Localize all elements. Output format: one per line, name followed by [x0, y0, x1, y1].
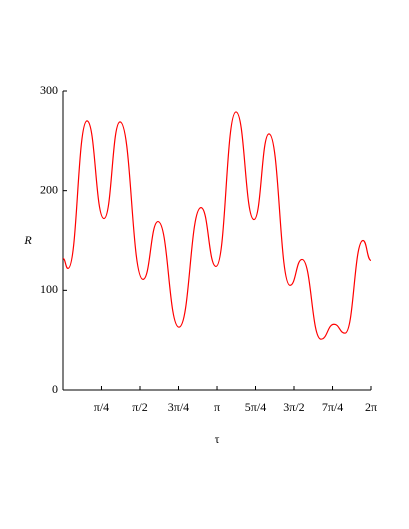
x-tick-label: 3π/4: [168, 400, 189, 414]
x-tick-label: 3π/2: [283, 400, 304, 414]
y-tick-label: 200: [40, 182, 58, 196]
x-tick-label: π/4: [94, 400, 109, 414]
x-tick-label: 2π: [365, 400, 377, 414]
y-tick-label: 100: [40, 282, 58, 296]
y-tick-label: 300: [40, 83, 58, 97]
x-tick-label: 5π/4: [245, 400, 266, 414]
x-tick-label: π: [214, 400, 220, 414]
y-tick-label: 0: [52, 382, 58, 396]
x-tick-label: π/2: [132, 400, 147, 414]
y-axis-label: R: [23, 233, 32, 247]
x-axis-label: τ: [215, 432, 220, 446]
x-tick-label: 7π/4: [322, 400, 343, 414]
data-line: [62, 111, 372, 340]
